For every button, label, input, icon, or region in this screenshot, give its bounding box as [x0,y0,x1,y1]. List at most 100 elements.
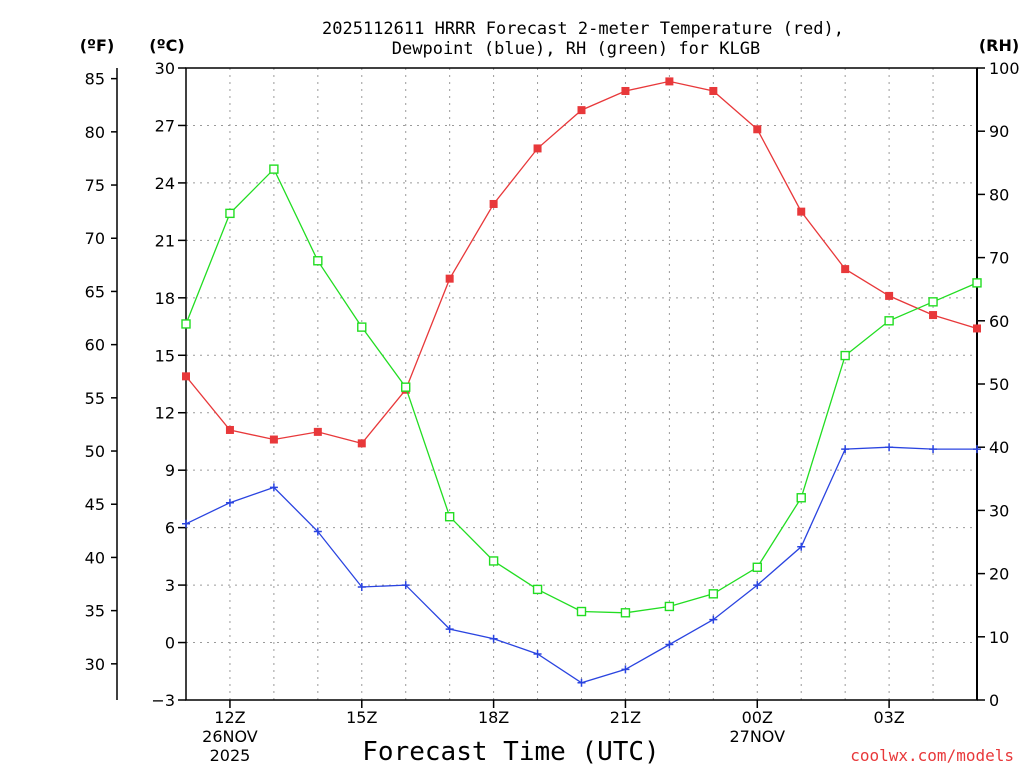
rh-point [401,382,411,392]
rh-tick-label: 60 [989,312,1009,331]
rh-point [269,164,279,174]
fahrenheit-tick-label: 30 [85,655,105,674]
rh-point [620,608,631,618]
axes: 30 35 40 45 50 55 60 65 70 75 80 85 −3 0 3 6 9 12 15 18 21 24… [85,59,1020,765]
celsius-tick-label: 9 [165,461,175,480]
rh-point [444,512,455,522]
fahrenheit-tick-label: 35 [85,602,105,621]
rh-point [357,322,367,332]
rh-tick-label: 20 [989,565,1009,584]
temperature-point [182,372,190,381]
rh-point [664,601,675,612]
temperature-point [621,86,630,95]
credit-text: coolwx.com/models [850,746,1014,765]
temperature-point [841,265,850,274]
temperature-point [665,77,674,86]
fahrenheit-axis-label: (ºF) [80,36,115,55]
dewpoint-point [533,650,542,659]
dewpoint-point [577,678,586,687]
temperature-point [445,274,454,283]
dewpoint-point [885,443,894,452]
temperature-point [929,311,938,320]
dewpoint-point [753,581,762,590]
rh-point [576,606,587,617]
fahrenheit-tick-label: 55 [85,389,105,408]
rh-point [884,316,894,326]
rh-tick-label: 100 [989,59,1020,78]
x-tick-label: 15Z [346,708,377,727]
celsius-tick-label: 12 [155,404,175,423]
celsius-tick-label: 3 [165,576,175,595]
rh-point [928,297,938,307]
x-year-label: 2025 [210,746,251,765]
chart-title: 2025112611 HRRR Forecast 2-meter Tempera… [322,19,844,39]
rh-tick-label: 30 [989,501,1009,520]
grid [185,67,978,701]
dewpoint-point [665,640,674,649]
dewpoint-point [929,445,938,454]
x-tick-label: 12Z [214,708,245,727]
x-tick-label: 21Z [610,708,641,727]
dewpoint-point [357,583,366,592]
rh-tick-label: 80 [989,185,1009,204]
rh-tick-label: 40 [989,438,1009,457]
dewpoint-point [709,615,718,624]
rh-point [488,556,499,566]
celsius-tick-label: 30 [155,59,175,78]
dewpoint-point [489,634,498,643]
rh-point [225,208,235,219]
temperature-point [973,324,981,333]
celsius-tick-label: 0 [165,634,175,653]
temperature-point [753,125,762,134]
fahrenheit-tick-label: 40 [85,548,105,567]
temperature-point [313,427,322,436]
dewpoint-point [401,581,410,590]
x-date-label: 27NOV [729,727,785,746]
fahrenheit-tick-label: 85 [85,70,105,89]
chart-title-line2: Dewpoint (blue), RH (green) for KLGB [392,39,760,59]
fahrenheit-tick-label: 80 [85,123,105,142]
fahrenheit-tick-label: 50 [85,442,105,461]
rh-tick-label: 0 [989,691,999,710]
dewpoint-point [269,483,278,492]
series-group [181,77,982,687]
rh-point [181,319,191,329]
x-date-label: 26NOV [202,727,258,746]
rh-tick-label: 10 [989,628,1009,647]
dewpoint-point [225,498,234,507]
rh-point [752,562,762,572]
temperature-point [269,435,278,444]
celsius-tick-label: 15 [155,346,175,365]
temperature-point [709,86,718,95]
fahrenheit-tick-label: 60 [85,336,105,355]
rh-axis-label: (RH) [979,36,1019,55]
rh-point [313,256,323,266]
temperature-point [885,291,894,300]
rh-tick-label: 90 [989,122,1009,141]
temperature-line [185,80,978,445]
celsius-tick-label: 27 [155,116,175,135]
rh-point [796,493,806,503]
fahrenheit-tick-label: 70 [85,229,105,248]
fahrenheit-tick-label: 65 [85,282,105,301]
x-axis-title: Forecast Time (UTC) [362,737,659,767]
temperature-point [225,425,234,434]
dewpoint-point [841,445,850,454]
dewpoint-point [797,542,806,551]
celsius-axis-label: (ºC) [149,36,184,55]
dewpoint-point [313,527,322,536]
celsius-tick-label: 24 [155,174,175,193]
temperature-point [797,207,806,216]
rh-point [708,589,719,599]
celsius-tick-label: 18 [155,289,175,308]
temperature-point [489,199,498,208]
x-tick-label: 03Z [873,708,904,727]
x-tick-label: 00Z [742,708,773,727]
rh-tick-label: 50 [989,375,1009,394]
x-tick-label: 18Z [478,708,509,727]
fahrenheit-tick-label: 45 [85,495,105,514]
dewpoint-point [182,519,190,528]
dewpoint-point [445,625,454,634]
temperature-point [533,144,542,153]
